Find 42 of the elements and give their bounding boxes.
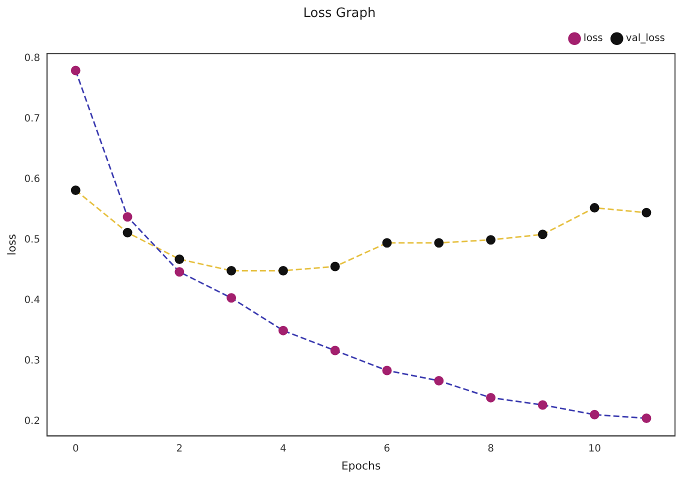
- point: [122, 212, 132, 222]
- point: [330, 346, 340, 356]
- point: [486, 392, 496, 402]
- chart-title: Loss Graph: [303, 6, 376, 22]
- point: [538, 230, 548, 240]
- point: [434, 238, 444, 248]
- point: [434, 376, 444, 386]
- y-tick-label: 0.6: [24, 174, 40, 185]
- legend-label: val_loss: [626, 33, 665, 44]
- point: [590, 410, 600, 420]
- point: [226, 293, 236, 303]
- y-tick-label: 0.4: [24, 294, 40, 306]
- point: [226, 266, 236, 276]
- x-tick-label: 8: [488, 443, 494, 454]
- y-tick-label: 0.7: [24, 114, 40, 125]
- y-tick-label: 0.5: [24, 234, 40, 246]
- point: [382, 366, 392, 376]
- point: [122, 228, 132, 238]
- point: [382, 238, 392, 248]
- y-tick-label: 0.2: [24, 416, 40, 427]
- point: [278, 326, 288, 336]
- point: [590, 203, 600, 213]
- y-tick-label: 0.3: [24, 355, 40, 366]
- point: [538, 400, 548, 410]
- x-tick-label: 10: [588, 443, 601, 454]
- point: [174, 267, 184, 277]
- y-axis-title: loss: [5, 234, 18, 256]
- point: [70, 186, 80, 196]
- point: [486, 235, 496, 245]
- legend-label: loss: [584, 33, 603, 44]
- x-tick-label: 6: [384, 443, 390, 454]
- point: [70, 66, 80, 76]
- point: [642, 414, 652, 424]
- point: [642, 208, 652, 218]
- point: [278, 266, 288, 276]
- x-axis-title: Epochs: [341, 459, 382, 472]
- x-tick-label: 2: [176, 443, 183, 454]
- point: [174, 254, 184, 264]
- point: [330, 262, 340, 272]
- y-tick-label: 0.8: [24, 53, 40, 64]
- x-tick-label: 0: [72, 443, 79, 454]
- x-tick-label: 4: [280, 443, 286, 454]
